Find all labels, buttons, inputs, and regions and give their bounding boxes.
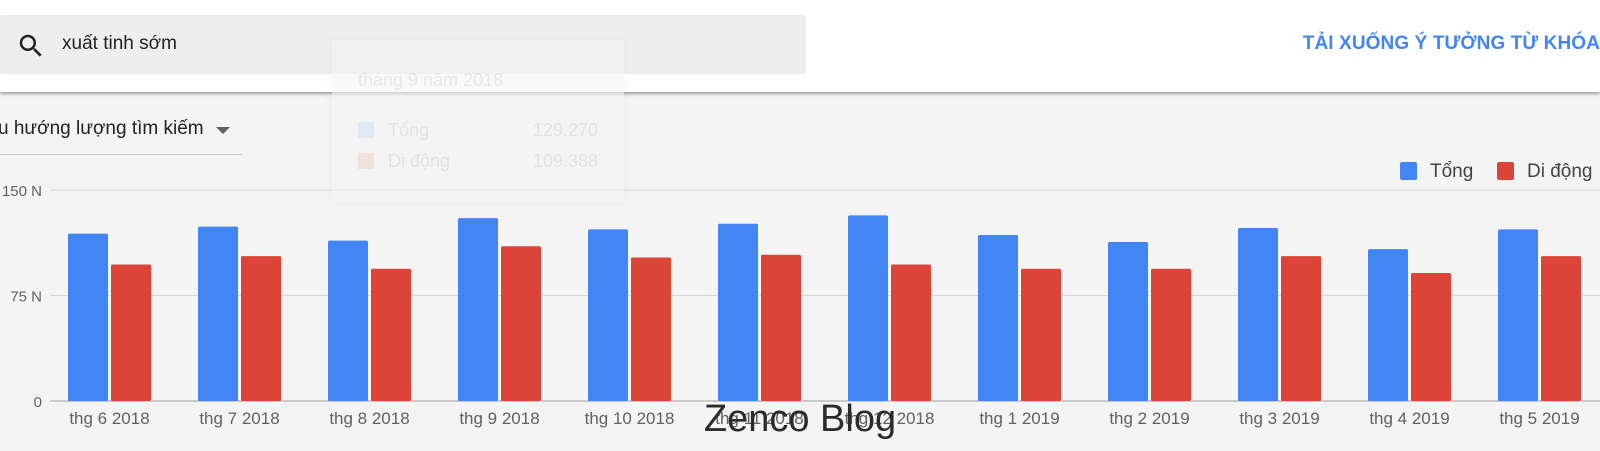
legend-swatch-mobile xyxy=(1497,162,1514,180)
x-tick-label: thg 11 2018 xyxy=(715,409,804,428)
tooltip-swatch-mobile xyxy=(358,153,374,169)
x-tick-label: thg 3 2019 xyxy=(1239,409,1319,428)
bar-mobile xyxy=(891,264,931,401)
x-tick-label: thg 10 2018 xyxy=(585,409,675,428)
bar-mobile xyxy=(371,268,411,401)
bar-mobile xyxy=(1021,268,1061,401)
x-tick-label: thg 5 2019 xyxy=(1499,409,1579,428)
bar-total xyxy=(198,226,238,401)
x-tick-label: thg 2 2019 xyxy=(1109,409,1189,428)
trend-dropdown-label: u hướng lượng tìm kiếm xyxy=(0,118,204,139)
bar-mobile xyxy=(1151,268,1191,401)
download-keyword-ideas-link[interactable]: TẢI XUỐNG Ý TƯỞNG TỪ KHÓA xyxy=(1302,33,1600,54)
bar-mobile xyxy=(241,256,281,401)
search-icon xyxy=(19,34,42,57)
bar-total xyxy=(68,233,108,401)
x-tick-label: thg 9 2018 xyxy=(459,409,539,428)
faded-tooltip: tháng 9 năm 2018 Tổng 129.270 Di động 10… xyxy=(332,40,624,202)
bar-total xyxy=(458,218,498,401)
watermark-text: Zenco Blog xyxy=(703,398,897,440)
tooltip-name-total: Tổng xyxy=(388,120,430,140)
bar-mobile xyxy=(1411,272,1451,401)
y-tick-label: 150 N xyxy=(2,183,42,200)
bar-total xyxy=(328,240,368,401)
tooltip-name-mobile: Di động xyxy=(388,151,451,171)
x-tick-label: thg 1 2019 xyxy=(979,409,1059,428)
x-tick-label: thg 12 2018 xyxy=(845,409,935,428)
legend-label-total: Tổng xyxy=(1430,161,1474,182)
tooltip-title: tháng 9 năm 2018 xyxy=(358,70,504,90)
x-tick-label: thg 7 2018 xyxy=(199,409,279,428)
bar-total xyxy=(1108,242,1148,401)
trend-dropdown[interactable]: u hướng lượng tìm kiếm xyxy=(0,112,242,155)
bar-total xyxy=(978,235,1018,401)
legend-label-mobile: Di động xyxy=(1527,161,1593,182)
search-query[interactable]: xuất tinh sớm xyxy=(62,33,177,54)
x-tick-label: thg 4 2019 xyxy=(1369,409,1449,428)
bar-total xyxy=(718,223,758,401)
bar-total xyxy=(1498,229,1538,401)
bar-total xyxy=(1238,227,1278,401)
bar-total xyxy=(848,215,888,401)
top-bar: xuất tinh sớm TẢI XUỐNG Ý TƯỞNG TỪ KHÓA xyxy=(0,0,1600,92)
bar-mobile xyxy=(761,254,801,401)
tooltip-swatch-total xyxy=(358,122,374,138)
x-tick-label: thg 6 2018 xyxy=(69,409,149,428)
y-tick-label: 0 xyxy=(34,394,42,411)
bar-mobile xyxy=(501,246,541,401)
bar-total xyxy=(588,229,628,401)
tooltip-value-mobile: 109.388 xyxy=(532,151,598,171)
bar-mobile xyxy=(631,257,671,401)
bar-mobile xyxy=(1281,256,1321,401)
bar-mobile xyxy=(111,264,151,401)
bar-total xyxy=(1368,249,1408,401)
bar-mobile xyxy=(1541,256,1581,401)
legend-swatch-total xyxy=(1400,162,1417,180)
dropdown-arrow-icon[interactable] xyxy=(216,127,230,134)
x-tick-label: thg 8 2018 xyxy=(329,409,409,428)
y-tick-label: 75 N xyxy=(10,289,42,306)
tooltip-value-total: 129.270 xyxy=(532,120,598,140)
